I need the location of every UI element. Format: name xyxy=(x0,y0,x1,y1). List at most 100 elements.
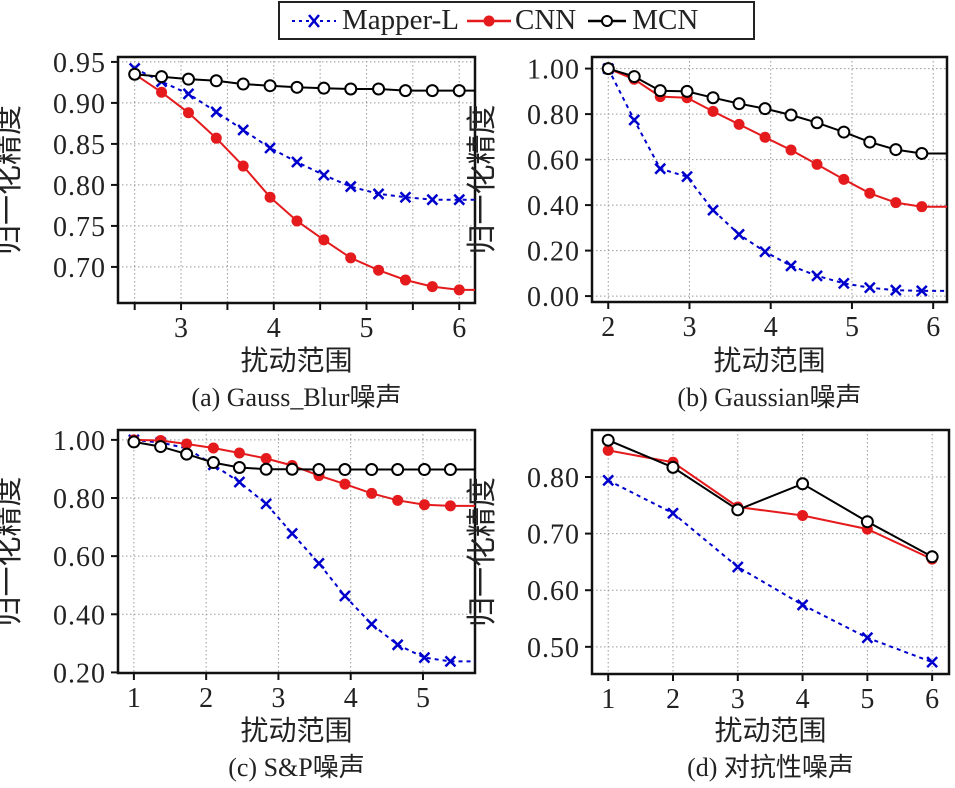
data-point xyxy=(601,62,615,76)
data-point xyxy=(838,173,850,185)
data-point xyxy=(312,463,326,477)
data-point xyxy=(418,651,431,664)
data-point xyxy=(291,215,303,227)
x-axis-label: 扰动范围 xyxy=(714,714,826,747)
data-point xyxy=(366,487,378,499)
data-point xyxy=(344,82,358,96)
series-line xyxy=(607,67,947,155)
subplot-caption: (d) 对抗性噪声 xyxy=(687,753,854,782)
data-point xyxy=(666,460,680,474)
x-tick-label: 5 xyxy=(845,312,859,343)
legend: Mapper-L CNN MCN xyxy=(278,1,755,40)
legend-item-mapper-l: Mapper-L xyxy=(290,6,463,35)
data-point xyxy=(915,146,929,160)
data-point xyxy=(233,447,245,459)
x-tick-label: 3 xyxy=(731,684,745,715)
data-point xyxy=(399,191,412,204)
data-point xyxy=(318,234,330,246)
series-cnn xyxy=(602,444,938,565)
y-tick-label: 0.95 xyxy=(53,48,106,79)
y-tick-label: 0.60 xyxy=(527,576,580,607)
data-point xyxy=(182,107,194,119)
series-mapper-l xyxy=(602,62,947,297)
data-point xyxy=(399,274,411,286)
subplot-caption: (c) S&P噪声 xyxy=(228,753,365,782)
data-point xyxy=(155,70,169,84)
data-point xyxy=(731,561,744,573)
series-mcn xyxy=(127,435,475,477)
legend-label: CNN xyxy=(514,4,577,36)
data-point xyxy=(391,463,405,477)
data-point xyxy=(811,158,823,170)
x-tick-label: 3 xyxy=(174,313,188,344)
data-point xyxy=(206,456,220,470)
data-point xyxy=(453,284,465,296)
data-point xyxy=(863,135,877,149)
x-tick-label: 4 xyxy=(267,313,281,344)
legend-marker-filled-circle-icon xyxy=(466,15,511,26)
y-tick-label: 0.80 xyxy=(527,463,580,494)
x-tick-label: 2 xyxy=(666,684,680,715)
data-point xyxy=(291,156,303,168)
data-point xyxy=(861,631,874,644)
legend-item-cnn: CNN xyxy=(466,4,580,36)
data-point xyxy=(680,84,694,98)
data-point xyxy=(785,259,797,272)
y-tick-label: 0.70 xyxy=(527,520,580,551)
data-point xyxy=(210,106,223,118)
data-point xyxy=(237,124,250,136)
data-point xyxy=(236,77,250,91)
data-point xyxy=(925,550,939,564)
x-tick-label: 5 xyxy=(360,313,374,344)
data-point xyxy=(233,476,246,488)
series-mcn xyxy=(601,433,939,564)
x-tick-label: 6 xyxy=(926,312,940,343)
data-point xyxy=(926,656,939,668)
data-point xyxy=(864,187,876,199)
legend-label: Mapper-L xyxy=(342,4,459,36)
legend-label: MCN xyxy=(632,4,699,36)
data-point xyxy=(784,108,798,122)
series-mcn xyxy=(128,67,475,98)
data-point xyxy=(889,143,903,157)
x-tick-label: 1 xyxy=(127,683,141,714)
data-point xyxy=(810,116,824,130)
data-point xyxy=(237,160,249,172)
data-point xyxy=(339,590,351,602)
data-point xyxy=(453,193,466,206)
y-tick-label: 0.20 xyxy=(53,658,106,689)
data-point xyxy=(418,499,430,511)
x-tick-label: 3 xyxy=(271,683,285,714)
data-point xyxy=(425,84,439,98)
data-point xyxy=(863,281,876,294)
data-point xyxy=(916,201,928,213)
y-tick-label: 0.90 xyxy=(53,89,106,120)
series-mcn xyxy=(601,62,947,160)
y-tick-label: 0.20 xyxy=(527,237,580,268)
data-point xyxy=(207,442,219,454)
data-point xyxy=(365,463,379,477)
data-point xyxy=(344,180,357,193)
data-point xyxy=(182,88,195,100)
data-point xyxy=(628,114,641,126)
data-point xyxy=(338,463,352,477)
x-tick-label: 5 xyxy=(860,684,874,715)
plot-frame xyxy=(590,428,951,676)
data-point xyxy=(452,84,466,98)
data-point xyxy=(811,269,823,282)
data-point xyxy=(285,462,299,476)
data-point xyxy=(759,245,771,258)
y-axis-label: 归一化精度 xyxy=(465,477,500,627)
y-tick-label: 0.40 xyxy=(527,191,580,222)
data-point xyxy=(317,81,331,95)
plot-frame xyxy=(590,55,949,304)
y-tick-label: 0.85 xyxy=(53,130,106,161)
data-point xyxy=(180,447,194,461)
x-tick-label: 2 xyxy=(199,683,213,714)
y-tick-label: 0.00 xyxy=(527,282,580,313)
data-point xyxy=(264,142,276,154)
data-point xyxy=(889,284,902,297)
data-point xyxy=(154,440,168,454)
data-point xyxy=(837,125,851,139)
